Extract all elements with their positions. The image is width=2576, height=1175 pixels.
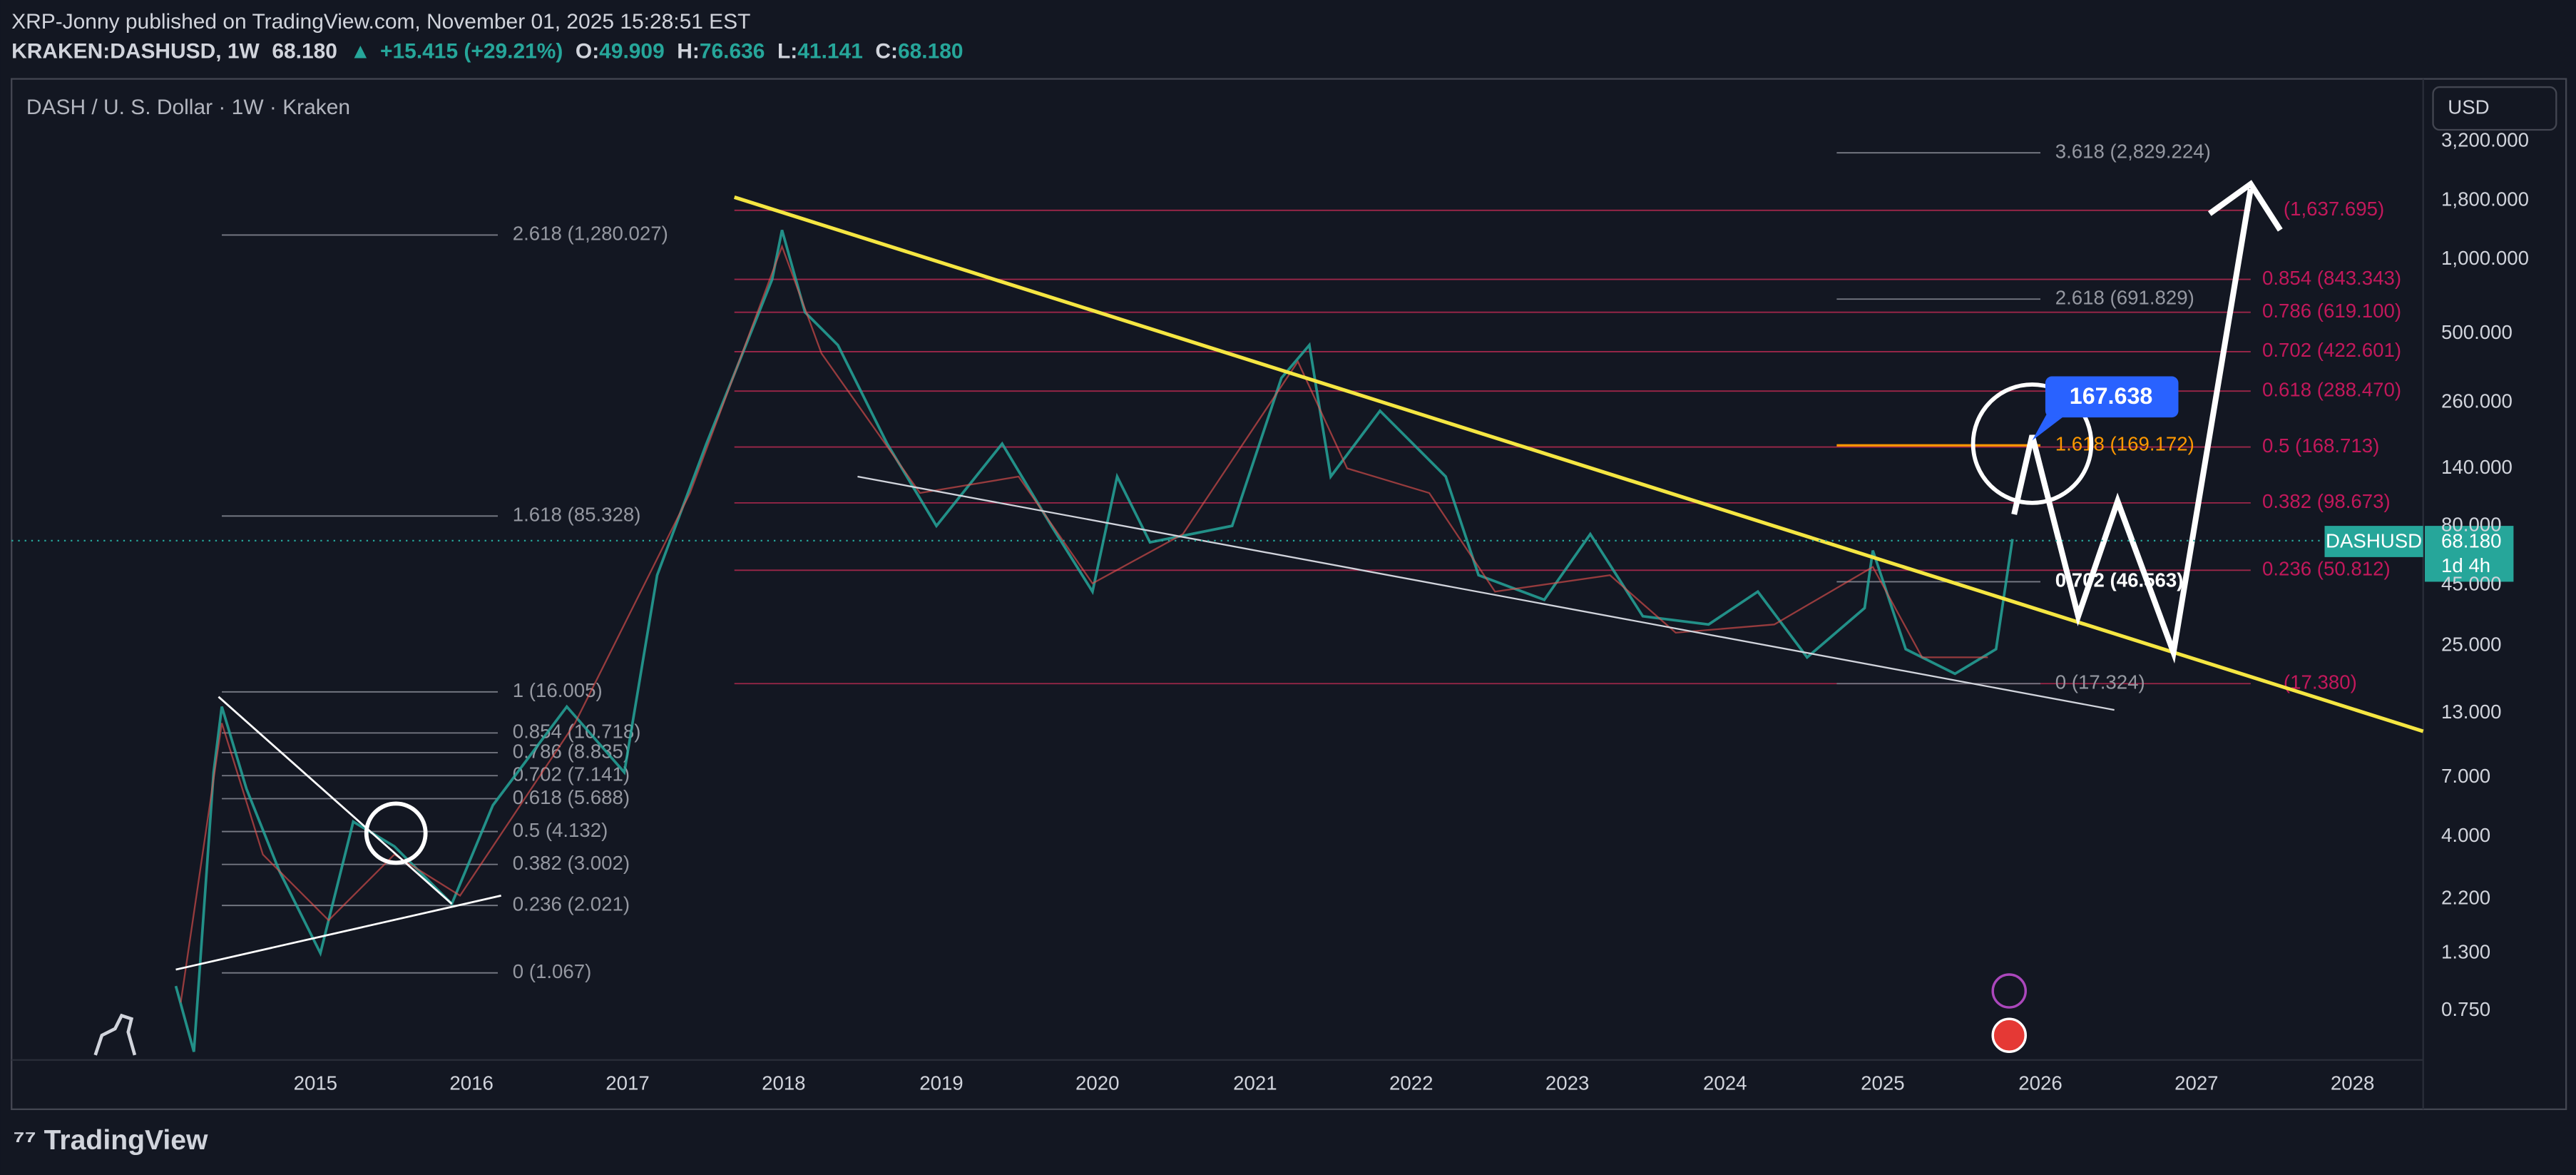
price-label: 1,800.000: [2441, 188, 2529, 210]
ohlc-value: 41.141: [797, 40, 863, 63]
fib-label: 0 (17.324): [2055, 671, 2145, 693]
fib-label: 0.786 (619.100): [2262, 300, 2401, 322]
brand: TradingView: [44, 1125, 208, 1156]
price-label: 80.000: [2441, 513, 2502, 535]
time-label: 2023: [1545, 1072, 1589, 1094]
last: 68.180: [272, 40, 337, 63]
time-label: 2027: [2174, 1072, 2218, 1094]
time-label: 2026: [2018, 1072, 2062, 1094]
event-icon: [1991, 973, 2027, 1009]
time-label: 2017: [605, 1072, 649, 1094]
target-box: [2045, 376, 2179, 418]
price-label: 45.000: [2441, 572, 2502, 594]
fib-label: 0.236 (2.021): [513, 893, 630, 915]
target-label: 167.638: [2070, 383, 2153, 409]
publisher: XRP-Jonny published on TradingView.com, …: [11, 10, 750, 34]
time-label: 2020: [1075, 1072, 1119, 1094]
ohlc-key: L:: [777, 40, 797, 63]
ohlc-key: C:: [875, 40, 898, 63]
time-label: 2018: [762, 1072, 805, 1094]
fib-label: 1 (16.005): [513, 679, 603, 701]
circle-marker: [1971, 382, 2094, 505]
brand-mark: ⁷⁷: [13, 1125, 44, 1156]
fib-label: 0.854 (843.343): [2262, 267, 2401, 289]
fib-label: 2.618 (1,280.027): [513, 223, 668, 245]
down-trendline: [733, 195, 2424, 733]
price-label: 140.000: [2441, 456, 2513, 478]
support-line: [857, 475, 2115, 711]
fib-label: 1.618 (169.172): [2055, 433, 2194, 455]
chart-title: DASH / U. S. Dollar · 1W · Kraken: [26, 96, 350, 119]
time-label: 2016: [449, 1072, 493, 1094]
time-label: 2028: [2331, 1072, 2374, 1094]
left-trendline: [218, 696, 453, 905]
ohlc-key: H:: [677, 40, 700, 63]
axes: 3,200.000 1,800.000 1,000.000 500.000 260.00…: [294, 128, 2529, 1094]
fib-label: 0.236 (50.812): [2262, 558, 2391, 580]
price-label: 3,200.000: [2441, 128, 2529, 151]
fib-label: 3.618 (2,829.224): [2055, 141, 2211, 163]
fib-label: 0.702 (7.141): [513, 763, 630, 785]
time-label: 2024: [1703, 1072, 1747, 1094]
chart-frame: [11, 78, 2567, 1111]
price-label: 500.000: [2441, 321, 2513, 343]
price-label: 2.200: [2441, 886, 2490, 908]
fib-label: 1.618 (85.328): [513, 504, 641, 526]
fib-label: 0.702 (422.601): [2262, 339, 2401, 361]
symbol-tag-bg: [2324, 526, 2423, 557]
fib-label: 0.702 (46.563): [2055, 569, 2184, 591]
time-label: 2021: [1233, 1072, 1277, 1094]
countdown: 1d 4h: [2441, 554, 2490, 576]
arrow-head: [2207, 180, 2283, 232]
left-support: [175, 895, 501, 971]
price-tag: 68.180: [2441, 529, 2502, 551]
ohlc-value: 76.636: [700, 40, 765, 63]
time-label: 2015: [294, 1072, 337, 1094]
fib-label: 0.382 (98.673): [2262, 490, 2391, 512]
price-label: 1,000.000: [2441, 247, 2529, 269]
event-icon: [1991, 1017, 2027, 1053]
symbol: KRAKEN:DASHUSD, 1W: [11, 40, 260, 63]
fib-label: 2.618 (691.829): [2055, 287, 2194, 309]
fib-label: (1,637.695): [2284, 198, 2384, 220]
projection-arrow: [2011, 188, 2254, 664]
currency-button[interactable]: [2432, 86, 2557, 131]
price-label: 1.300: [2441, 940, 2490, 962]
time-label: 2022: [1389, 1072, 1433, 1094]
price-label: 7.000: [2441, 765, 2490, 787]
tv-logo-icon: [93, 1013, 137, 1056]
ohlc-key: O:: [576, 40, 599, 63]
time-label: 2019: [919, 1072, 963, 1094]
time-label: 2025: [1861, 1072, 1904, 1094]
circle-marker: [364, 801, 428, 865]
price-label: 0.750: [2441, 998, 2490, 1020]
price-label: 4.000: [2441, 824, 2490, 846]
ohlc-value: 68.180: [898, 40, 964, 63]
price-label: 25.000: [2441, 634, 2502, 656]
quote-line: KRAKEN:DASHUSD, 1W 68.180 ▲ +15.415 (+29…: [11, 40, 963, 63]
fib-drawings: 2.618 (1,280.027) 1.618 (85.328) 1 (16.005…: [222, 141, 2401, 982]
price-label: 13.000: [2441, 701, 2502, 723]
fib-label: 0.5 (168.713): [2262, 434, 2379, 457]
fib-label: 0.618 (288.470): [2262, 379, 2401, 401]
fib-label: 0 (1.067): [513, 960, 592, 982]
change: +15.415 (+29.21%): [380, 40, 563, 63]
fib-label: 0.5 (4.132): [513, 819, 608, 841]
price-tag-bg: [2425, 526, 2514, 582]
fib-label: 0.618 (5.688): [513, 786, 630, 808]
fib-label: 0.854 (10.718): [513, 721, 641, 743]
symbol-tag: DASHUSD: [2326, 529, 2422, 551]
currency[interactable]: USD: [2448, 96, 2489, 118]
ohlc-value: 49.909: [599, 40, 665, 63]
footer-brand: ⁷⁷ TradingView: [13, 1125, 208, 1156]
up-arrow: ▲: [349, 40, 371, 63]
price-label: 260.000: [2441, 390, 2513, 412]
fib-label: 0.382 (3.002): [513, 852, 630, 874]
